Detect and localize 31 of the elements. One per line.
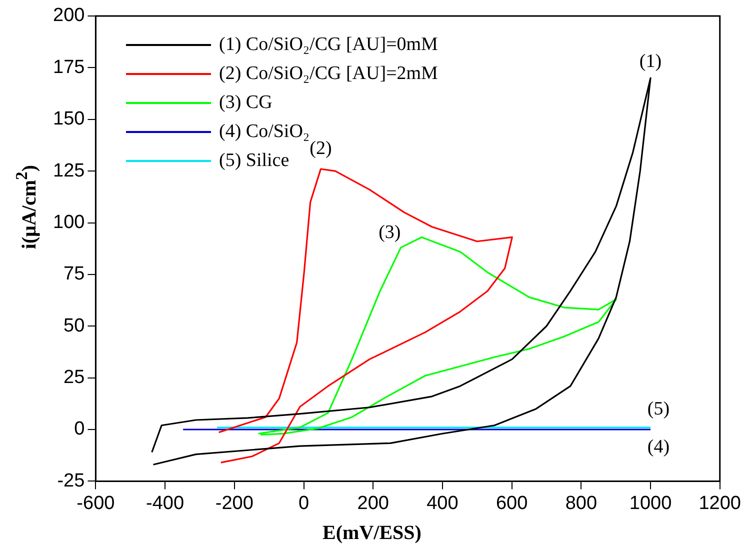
x-tick-label: 1000 (629, 492, 672, 514)
y-tick-label: 150 (53, 108, 85, 130)
legend-label: (2) Co/SiO₂/CG [AU]=2mM (219, 62, 438, 86)
y-tick-label: 0 (74, 418, 85, 440)
x-tick-label: 1200 (698, 492, 742, 514)
x-tick-label: -400 (146, 492, 184, 514)
x-tick-label: -600 (76, 492, 115, 514)
y-tick-label: 125 (53, 160, 85, 182)
y-tick-label: 175 (53, 56, 85, 78)
legend-label: (1) Co/SiO₂/CG [AU]=0mM (219, 33, 438, 57)
annotation: (3) (378, 222, 401, 244)
x-tick-label: 0 (298, 492, 310, 514)
x-tick-label: 400 (426, 492, 458, 514)
x-tick-label: 800 (565, 492, 598, 514)
annotation: (5) (647, 398, 670, 420)
x-tick-label: 200 (357, 492, 389, 514)
y-tick-label: 50 (64, 315, 85, 336)
legend-label: (4) Co/SiO₂ (219, 120, 310, 144)
x-axis-title: E(mV/ESS) (322, 522, 422, 545)
legend-label: (5) Silice (219, 149, 290, 173)
y-tick-label: 25 (64, 367, 85, 388)
y-tick-label: 100 (53, 212, 85, 233)
y-tick-label: 75 (64, 264, 85, 285)
x-tick-label: -200 (215, 492, 254, 514)
y-tick-label: 200 (53, 5, 85, 26)
annotation: (2) (310, 138, 332, 159)
y-tick-label: -25 (57, 470, 85, 492)
legend-label: (3) CG (219, 91, 272, 115)
annotation: (4) (647, 436, 670, 458)
annotation: (1) (639, 51, 662, 72)
x-tick-label: 600 (496, 492, 528, 514)
